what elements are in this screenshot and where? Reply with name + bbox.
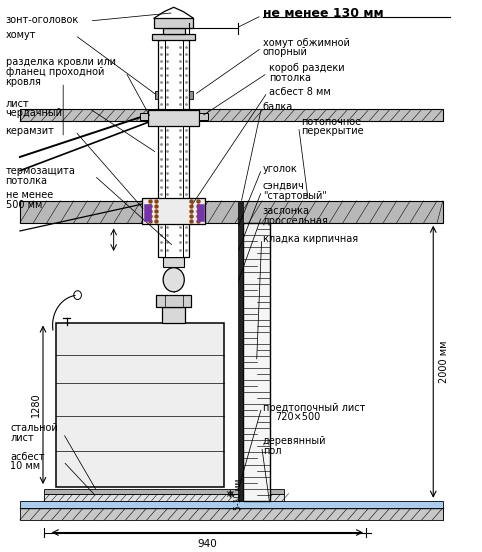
Text: 10 мм: 10 мм — [10, 461, 40, 471]
Bar — [189, 91, 193, 99]
Text: 2000 мм: 2000 мм — [439, 341, 449, 383]
Text: стальной: стальной — [10, 423, 58, 433]
Bar — [164, 40, 183, 109]
Text: потолка: потолка — [269, 73, 311, 83]
Bar — [152, 34, 195, 40]
Bar — [20, 501, 443, 508]
Text: зонт-оголовок: зонт-оголовок — [5, 15, 79, 25]
Text: не менее: не менее — [5, 190, 53, 200]
Text: чердачный: чердачный — [5, 108, 63, 118]
Bar — [158, 223, 189, 257]
Bar — [158, 121, 189, 201]
Text: не менее 130 мм: не менее 130 мм — [263, 7, 383, 20]
Bar — [20, 508, 443, 520]
Text: 1280: 1280 — [31, 392, 41, 417]
Text: дроссельная: дроссельная — [263, 216, 329, 226]
Bar — [197, 204, 203, 221]
Text: "стартовый": "стартовый" — [263, 191, 326, 201]
Text: предтопочный лист: предтопочный лист — [263, 402, 365, 412]
Bar — [163, 257, 184, 267]
Text: 5-10 мм: 5-10 мм — [234, 478, 243, 509]
Text: 940: 940 — [198, 539, 217, 549]
Text: керамзит: керамзит — [5, 126, 54, 136]
Bar — [148, 110, 199, 126]
Text: деревянный: деревянный — [263, 437, 326, 447]
Text: разделка кровли или: разделка кровли или — [5, 57, 116, 67]
Bar — [238, 201, 243, 501]
Bar — [20, 109, 443, 121]
Text: 500 мм: 500 мм — [5, 200, 42, 210]
Bar — [20, 201, 443, 223]
Text: короб раздеки: короб раздеки — [269, 63, 345, 73]
Bar — [44, 489, 284, 493]
Bar — [56, 322, 224, 487]
Bar — [158, 40, 189, 109]
Bar — [155, 91, 158, 99]
Bar — [144, 204, 151, 221]
Text: термозащита: термозащита — [5, 166, 75, 176]
Text: потопочное: потопочное — [301, 117, 361, 127]
Text: пол: пол — [263, 447, 281, 457]
Text: кладка кирпичная: кладка кирпичная — [263, 233, 358, 243]
Text: лист: лист — [5, 99, 29, 109]
Text: хомут обжимной: хомут обжимной — [263, 38, 349, 48]
Text: лист: лист — [10, 433, 34, 443]
Text: перекрытие: перекрытие — [301, 126, 364, 136]
Bar — [44, 493, 284, 501]
Text: опорный: опорный — [263, 47, 308, 57]
Bar — [199, 113, 208, 120]
Bar — [140, 113, 148, 120]
Bar — [164, 223, 183, 257]
Text: кровля: кровля — [5, 77, 41, 87]
Text: асбест: асбест — [10, 452, 45, 462]
Text: уголок: уголок — [263, 164, 297, 174]
Bar — [143, 198, 205, 224]
Text: асбест 8 мм: асбест 8 мм — [269, 87, 331, 97]
Text: 720×500: 720×500 — [276, 412, 321, 422]
Text: фланец проходной: фланец проходной — [5, 67, 104, 77]
Bar — [154, 18, 193, 28]
Bar — [243, 223, 270, 501]
Text: балка: балка — [263, 102, 293, 112]
Text: потолка: потолка — [5, 176, 48, 185]
Circle shape — [163, 268, 184, 292]
Bar — [162, 307, 185, 322]
Bar — [162, 28, 185, 34]
Text: заслонка: заслонка — [263, 206, 309, 216]
Text: хомут: хомут — [5, 30, 36, 40]
Bar — [157, 295, 191, 307]
Bar — [164, 121, 183, 201]
Text: сэндвич: сэндвич — [263, 181, 304, 191]
